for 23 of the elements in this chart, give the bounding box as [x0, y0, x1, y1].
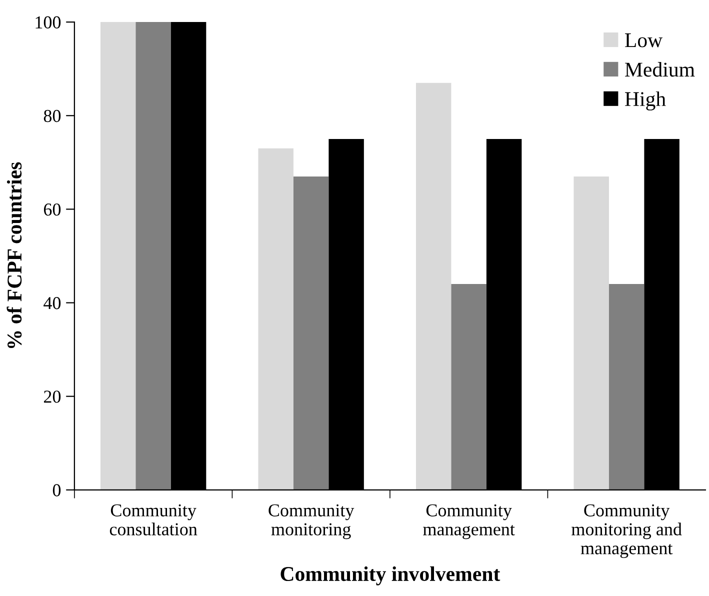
x-tick-label: Community monitoring: [268, 504, 354, 540]
bar: [416, 82, 452, 490]
bar: [293, 176, 329, 490]
legend-label: High: [625, 91, 666, 110]
bar: [574, 176, 609, 490]
y-tick-label: 100: [36, 16, 61, 28]
bar: [100, 22, 136, 490]
y-tick-label: 20: [44, 390, 61, 403]
x-tick-label: Community management: [423, 504, 515, 540]
y-axis-title: % of FCPF countries: [6, 162, 22, 348]
x-tick-label: Community consultation: [110, 504, 198, 536]
x-axis-title: Community involvement: [280, 566, 500, 586]
bar: [136, 22, 171, 490]
y-tick-label: 60: [44, 203, 61, 216]
legend-label: Low: [625, 33, 663, 48]
x-tick-label: Community monitoring and management: [572, 504, 682, 558]
bar: [451, 284, 486, 490]
bar: [608, 284, 644, 490]
legend-label: Medium: [625, 62, 695, 77]
y-tick-label: 80: [44, 110, 61, 122]
y-tick-label: 40: [44, 297, 61, 310]
bar: [258, 148, 294, 490]
y-tick-label: 0: [52, 484, 61, 496]
